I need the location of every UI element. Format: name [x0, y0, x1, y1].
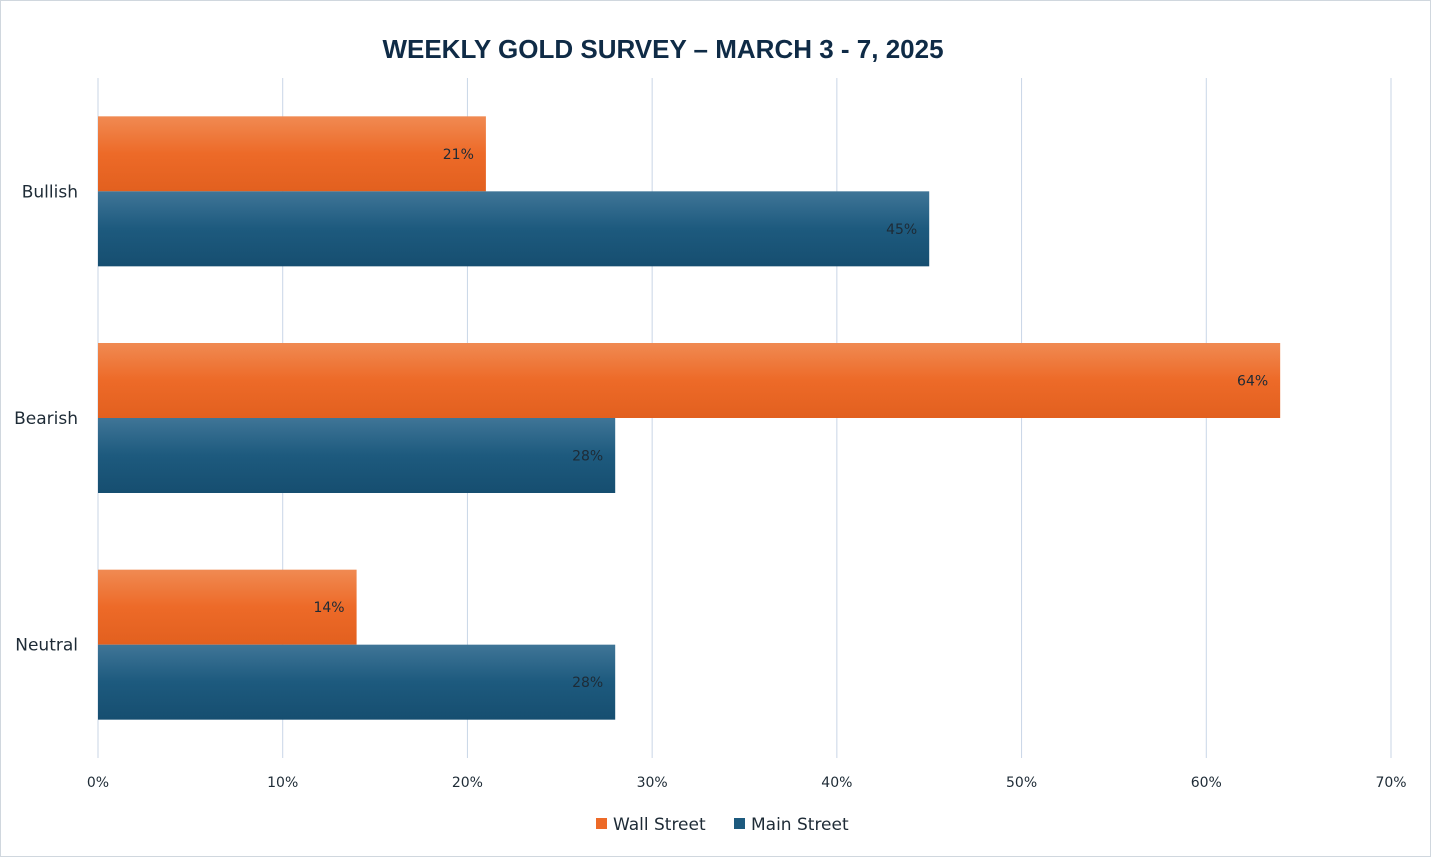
bars [98, 116, 1281, 720]
legend-swatch [734, 818, 745, 829]
x-tick-label: 30% [637, 775, 668, 791]
x-axis-ticks: 0% 10% 20% 30% 40% 50% 60% 70% [87, 775, 1407, 791]
x-tick-label: 40% [821, 775, 852, 791]
bar-main-street-bullish [98, 191, 930, 267]
category-label: Neutral [15, 636, 78, 656]
category-axis: Bullish Bearish Neutral [14, 182, 78, 655]
data-label: 21% [443, 147, 474, 163]
legend: Wall Street Main Street [596, 815, 849, 835]
x-tick-label: 20% [452, 775, 483, 791]
bar-wall-street-neutral [98, 569, 357, 645]
data-labels: 21% 45% 64% 28% 14% 28% [313, 147, 1268, 691]
x-tick-label: 10% [267, 775, 298, 791]
x-tick-label: 50% [1006, 775, 1037, 791]
category-label: Bearish [14, 409, 78, 429]
bar-wall-street-bearish [98, 343, 1281, 418]
data-label: 28% [572, 449, 603, 465]
data-label: 14% [313, 600, 344, 616]
chart-title: WEEKLY GOLD SURVEY – MARCH 3 - 7, 2025 [382, 34, 943, 64]
data-label: 28% [572, 675, 603, 691]
legend-label: Main Street [751, 815, 849, 835]
bar-wall-street-bullish [98, 116, 486, 192]
category-label: Bullish [22, 182, 78, 202]
data-label: 64% [1237, 374, 1268, 390]
bar-main-street-neutral [98, 644, 616, 720]
bar-main-street-bearish [98, 418, 616, 493]
x-tick-label: 60% [1191, 775, 1222, 791]
legend-label: Wall Street [613, 815, 706, 835]
x-tick-label: 70% [1375, 775, 1406, 791]
data-label: 45% [886, 222, 917, 238]
x-tick-label: 0% [87, 775, 109, 791]
legend-swatch [596, 818, 607, 829]
